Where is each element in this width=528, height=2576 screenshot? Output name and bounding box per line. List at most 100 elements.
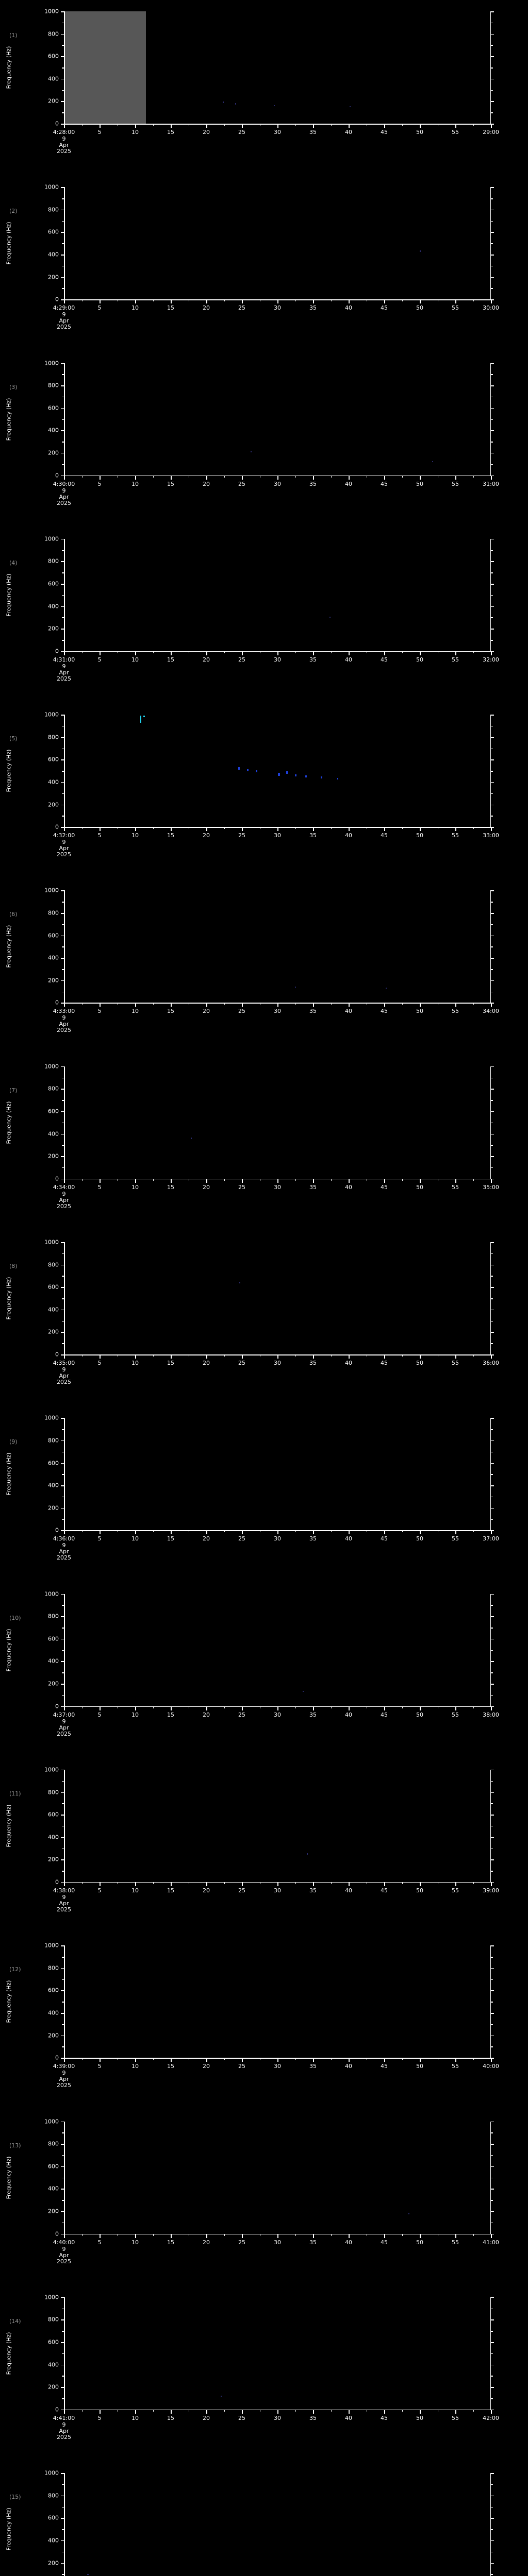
x-tick-label: 40 xyxy=(345,480,352,487)
x-tick-major xyxy=(313,1354,314,1359)
y-tick-label: 200 xyxy=(48,977,59,984)
y-tick-major-right xyxy=(491,255,494,256)
y-tick-major xyxy=(61,1418,64,1419)
y-tick-major-right xyxy=(491,782,494,783)
y-tick-major-right xyxy=(491,651,494,652)
y-tick-major xyxy=(61,737,64,738)
y-axis-right-spine xyxy=(490,1418,491,1531)
x-tick-major xyxy=(491,827,492,832)
y-tick-minor-right xyxy=(491,90,493,91)
y-axis-left-spine xyxy=(64,1769,65,1882)
y-tick-minor xyxy=(62,374,64,375)
x-tick-major xyxy=(100,2058,101,2062)
y-tick-major xyxy=(61,2518,64,2519)
y-tick-minor-right xyxy=(491,1979,493,1980)
x-tick-minor xyxy=(295,299,296,302)
x-tick-major xyxy=(420,2058,421,2062)
y-tick-label: 800 xyxy=(48,1437,59,1444)
x-tick-label: 20 xyxy=(203,480,210,487)
y-tick-minor-right xyxy=(491,67,493,69)
y-tick-label: 200 xyxy=(48,2560,59,2567)
x-tick-label: 35 xyxy=(309,832,317,839)
y-tick-minor-right xyxy=(491,45,493,46)
y-tick-minor xyxy=(62,2484,64,2485)
x-tick-label: 10 xyxy=(131,1535,139,1543)
y-tick-label: 400 xyxy=(48,2361,59,2368)
x-tick-major xyxy=(242,299,243,304)
y-tick-major-right xyxy=(491,1264,494,1266)
y-axis-title-text: Frequency (Hz) xyxy=(5,2507,12,2551)
x-tick-major xyxy=(171,651,172,655)
x-tick-label: 20 xyxy=(203,1711,210,1718)
y-axis-title: Frequency (Hz) xyxy=(4,1594,13,1706)
plot-area: 1000 800 600 400 200 0 xyxy=(44,1415,494,1534)
y-tick-major-right xyxy=(491,1089,494,1090)
date-line: 2025 xyxy=(57,1379,71,1386)
x-tick-label: 5 xyxy=(97,480,102,487)
x-tick-minor xyxy=(331,651,332,653)
x-tick-minor xyxy=(473,2233,474,2236)
x-tick-minor xyxy=(153,1178,154,1181)
y-tick-minor xyxy=(62,1122,64,1124)
y-tick-major xyxy=(61,2166,64,2167)
y-tick-major-right xyxy=(491,2319,494,2320)
x-tick-label: 50 xyxy=(416,1360,423,1367)
y-tick-label: 1000 xyxy=(44,1063,59,1070)
y-tick-minor-right xyxy=(491,288,493,289)
x-tick-minor xyxy=(402,299,403,302)
y-tick-label: 800 xyxy=(48,909,59,917)
x-tick-label-start: 4:28:00 xyxy=(53,129,75,135)
y-tick-major-right xyxy=(491,2166,494,2167)
x-tick-major xyxy=(64,2233,65,2238)
y-tick-minor xyxy=(62,1429,64,1430)
x-tick-label: 20 xyxy=(203,1887,210,1894)
panel-index-label: (15) xyxy=(9,2494,21,2501)
x-tick-label: 10 xyxy=(131,832,139,839)
x-tick-minor xyxy=(224,827,225,829)
x-tick-label: 15 xyxy=(167,2414,174,2421)
x-tick-major xyxy=(455,1003,456,1007)
x-tick-minor xyxy=(153,1354,154,1357)
x-tick-major xyxy=(491,1003,492,1007)
date-line: 9 xyxy=(62,663,66,670)
y-tick-major-right xyxy=(491,1287,494,1288)
x-tick-major xyxy=(313,475,314,480)
y-tick-minor-right xyxy=(491,2506,493,2508)
y-axis-left-spine xyxy=(64,890,65,1003)
x-tick-minor xyxy=(331,124,332,126)
y-axis-title: Frequency (Hz) xyxy=(4,890,13,1003)
x-tick-minor xyxy=(224,651,225,653)
detection-marker xyxy=(143,715,145,717)
x-tick-minor xyxy=(402,651,403,653)
x-tick-label: 25 xyxy=(238,304,245,312)
x-tick-minor xyxy=(331,1178,332,1181)
x-tick-major xyxy=(135,827,136,832)
detection-marker xyxy=(220,2395,222,2397)
y-tick-minor xyxy=(62,640,64,641)
x-tick-major xyxy=(171,2409,172,2414)
x-tick-minor xyxy=(331,475,332,478)
y-tick-label: 400 xyxy=(48,75,59,82)
x-tick-minor xyxy=(153,827,154,829)
x-tick-label: 10 xyxy=(131,1008,139,1015)
y-tick-major-right xyxy=(491,2211,494,2212)
y-tick-minor-right xyxy=(491,2353,493,2354)
y-tick-major-right xyxy=(491,1156,494,1157)
x-tick-label: 30 xyxy=(274,1535,281,1543)
y-tick-minor xyxy=(62,1781,64,1782)
y-tick-minor-right xyxy=(491,572,493,573)
y-tick-major xyxy=(61,1684,64,1685)
y-tick-major-right xyxy=(491,1463,494,1464)
y-tick-minor xyxy=(62,946,64,947)
detection-marker xyxy=(329,616,331,618)
y-tick-label: 600 xyxy=(48,1987,59,1994)
x-tick-major xyxy=(384,651,385,655)
x-tick-label: 35 xyxy=(309,1360,317,1367)
y-axis-right-spine xyxy=(490,363,491,476)
y-axis-title: Frequency (Hz) xyxy=(4,1945,13,2058)
x-tick-label-start: 4:38:00 xyxy=(53,1887,75,1894)
date-line: Apr xyxy=(59,493,69,500)
x-tick-minor xyxy=(224,1530,225,1533)
y-tick-minor-right xyxy=(491,1825,493,1827)
x-tick-major xyxy=(491,475,492,480)
